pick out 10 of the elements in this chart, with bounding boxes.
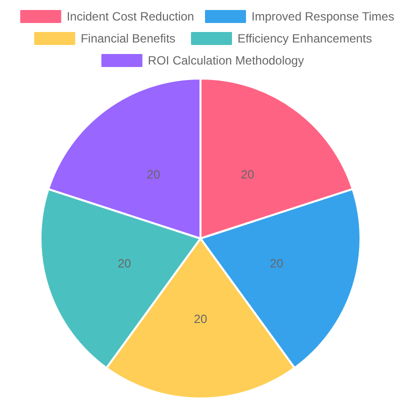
- legend-label: Improved Response Times: [252, 10, 394, 24]
- data-label: 20: [194, 312, 208, 326]
- legend-label: Incident Cost Reduction: [66, 10, 194, 24]
- data-label: 20: [118, 256, 132, 271]
- legend-label: ROI Calculation Methodology: [148, 54, 304, 68]
- legend-label: Financial Benefits: [80, 32, 176, 46]
- data-label: 20: [240, 167, 255, 182]
- legend-label: Efficiency Enhancements: [238, 32, 372, 46]
- data-label: 20: [146, 167, 160, 182]
- data-label: 20: [270, 256, 284, 271]
